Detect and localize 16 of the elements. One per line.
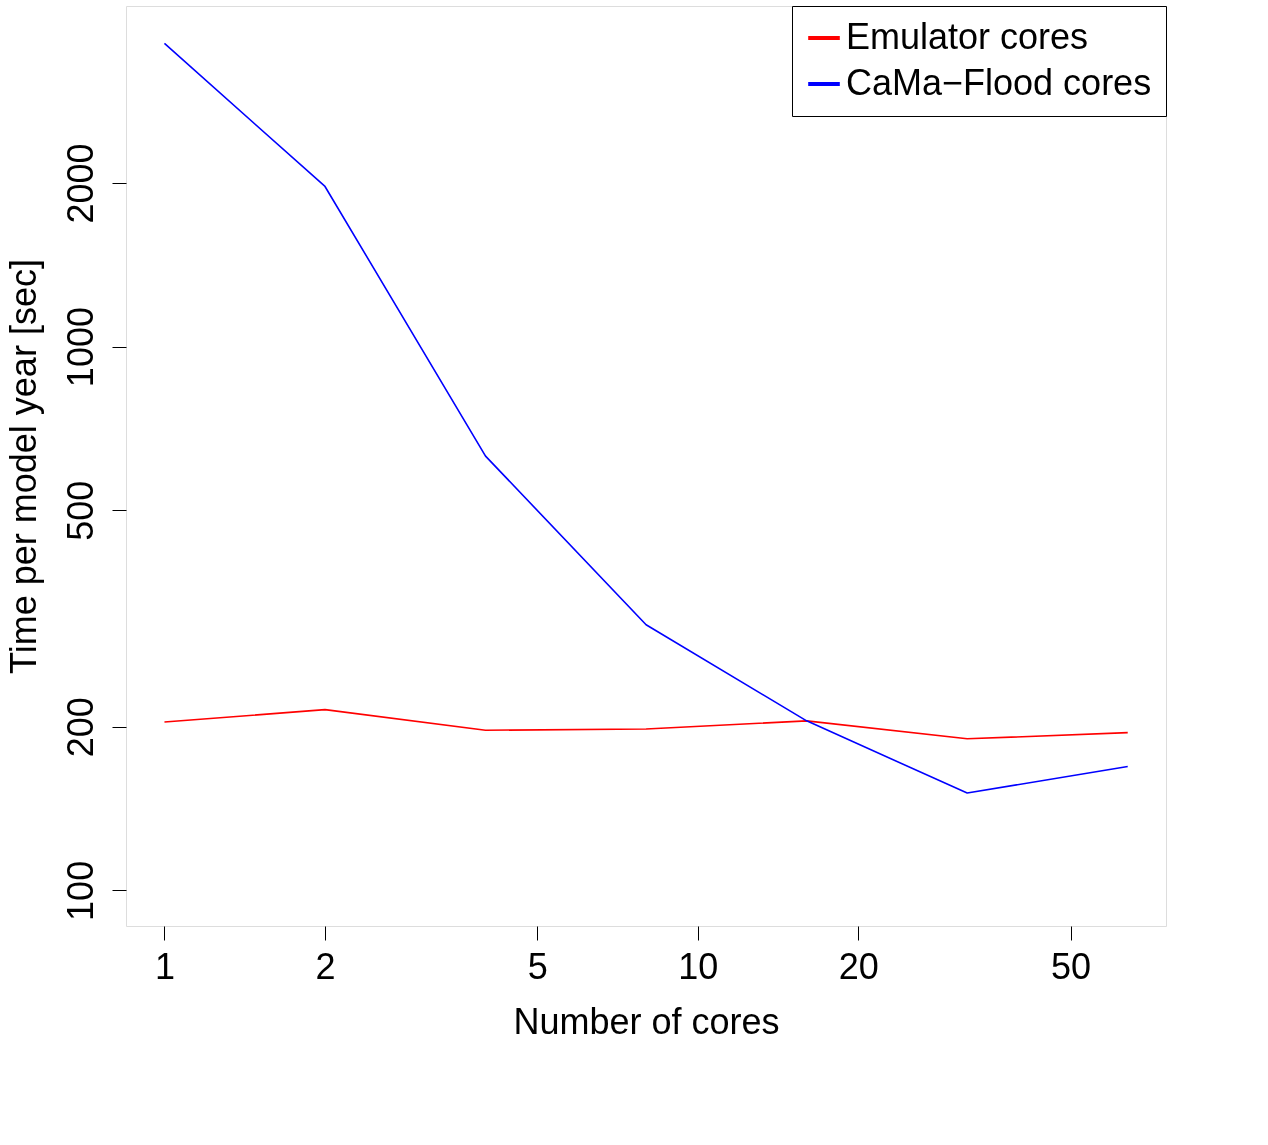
x-tick-label: 1 — [154, 945, 175, 987]
y-tick-label: 1000 — [59, 307, 101, 388]
x-tick-label: 50 — [1051, 945, 1092, 987]
y-tick-label: 100 — [59, 860, 101, 921]
line-series — [163, 708, 1129, 740]
y-tick-label: 500 — [59, 480, 101, 541]
x-tick-label: 2 — [315, 945, 336, 987]
x-axis-title: Number of cores — [513, 1000, 780, 1042]
legend-label: CaMa−Flood cores — [846, 62, 1152, 103]
y-axis-title: Time per model year [sec] — [2, 259, 44, 674]
legend-label: Emulator cores — [846, 16, 1089, 57]
x-tick-label: 5 — [527, 945, 548, 987]
y-tick-label: 2000 — [59, 143, 101, 224]
y-tick-label: 200 — [59, 697, 101, 758]
x-tick-label: 10 — [678, 945, 719, 987]
x-tick-label: 20 — [838, 945, 879, 987]
